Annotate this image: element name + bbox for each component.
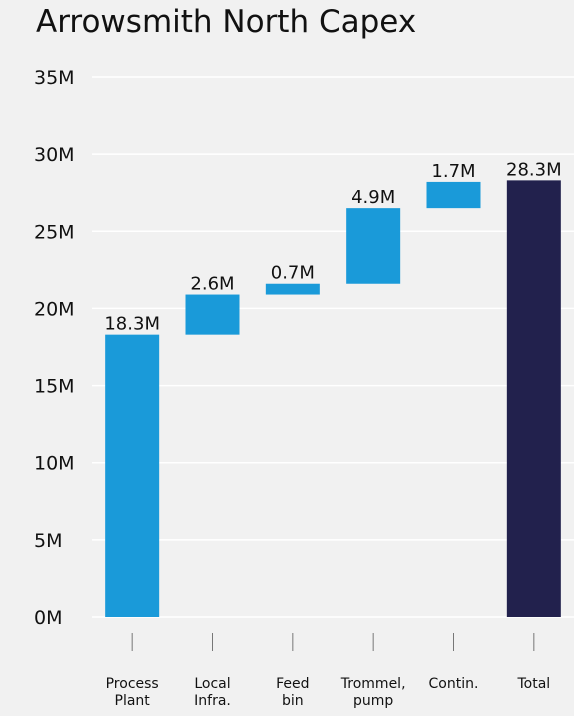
y-tick-label: 35M [34, 67, 75, 89]
bar [346, 208, 401, 284]
data-label: 2.6M [190, 274, 234, 295]
x-tick-label: Local [194, 676, 230, 692]
bars [105, 180, 561, 617]
x-tick-label: Contin. [429, 676, 479, 692]
y-tick-label: 5M [34, 530, 62, 552]
y-tick-label: 10M [34, 453, 75, 475]
bar [506, 180, 561, 617]
data-label: 18.3M [104, 314, 160, 335]
y-tick-label: 25M [34, 221, 75, 243]
data-label: 28.3M [506, 159, 562, 180]
x-tick-label: Trommel, [340, 676, 406, 692]
x-tick-label: Infra. [194, 693, 231, 709]
x-tick-label: bin [282, 693, 304, 709]
y-tick-label: 30M [34, 144, 75, 166]
data-labels: 18.3M 2.6M 0.7M 4.9M 1.7M 28.3M [104, 159, 561, 334]
data-label: 4.9M [351, 187, 395, 208]
bar [185, 294, 240, 335]
bar [105, 334, 160, 617]
y-axis: 0M 5M 10M 15M 20M 25M 30M 35M [34, 67, 75, 629]
y-tick-label: 0M [34, 607, 62, 629]
grid-layer [92, 76, 574, 618]
data-label: 0.7M [271, 263, 315, 284]
bar [265, 283, 320, 295]
x-tick-label: Feed [276, 676, 309, 692]
y-tick-label: 20M [34, 298, 75, 320]
x-tick-label: Total [516, 676, 550, 692]
y-tick-label: 15M [34, 376, 75, 398]
chart-title: Arrowsmith North Capex [36, 4, 417, 40]
x-tick-label: Process [106, 676, 159, 692]
x-tick-label: pump [353, 693, 393, 709]
data-label: 1.7M [431, 161, 475, 182]
x-tick-label: Plant [115, 693, 151, 709]
bar [426, 181, 481, 209]
